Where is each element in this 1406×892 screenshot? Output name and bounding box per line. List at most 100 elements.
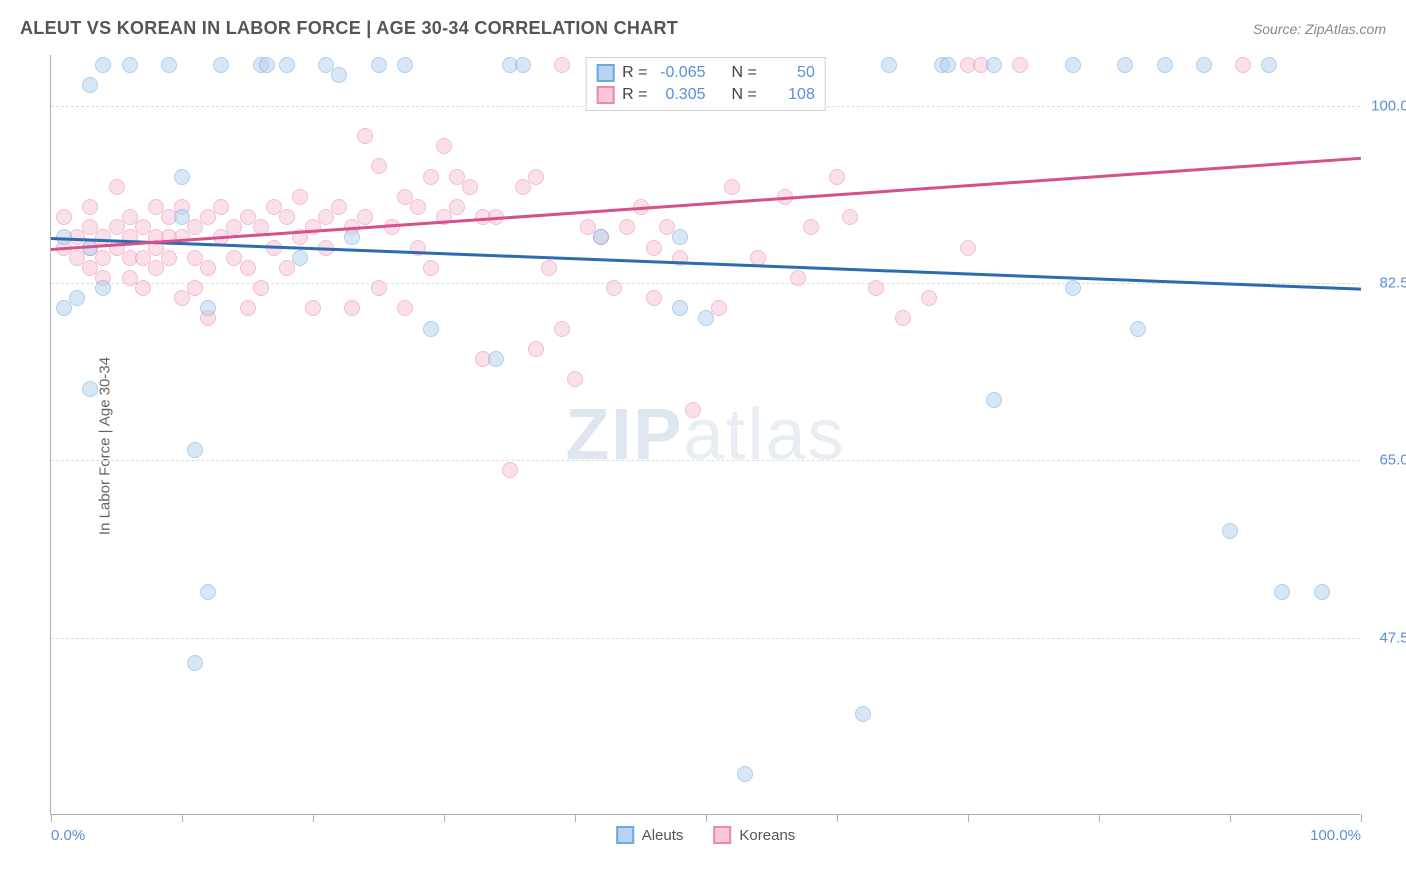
koreans-point — [921, 290, 937, 306]
koreans-point — [895, 310, 911, 326]
aleuts-n-value: 50 — [765, 64, 815, 82]
aleuts-point — [672, 229, 688, 245]
aleuts-point — [69, 290, 85, 306]
koreans-point — [724, 179, 740, 195]
koreans-point — [646, 240, 662, 256]
koreans-n-value: 108 — [765, 86, 815, 104]
koreans-point — [253, 280, 269, 296]
koreans-point — [292, 189, 308, 205]
aleuts-point — [187, 442, 203, 458]
aleuts-point — [200, 584, 216, 600]
koreans-point — [868, 280, 884, 296]
correlation-legend: R = -0.065 N = 50 R = 0.305 N = 108 — [585, 57, 826, 111]
x-tick-label: 0.0% — [51, 827, 85, 844]
aleuts-point — [292, 250, 308, 266]
aleuts-point — [986, 392, 1002, 408]
aleuts-point — [881, 57, 897, 73]
title-bar: ALEUT VS KOREAN IN LABOR FORCE | AGE 30-… — [20, 18, 1386, 39]
koreans-point — [331, 199, 347, 215]
x-tick — [444, 814, 445, 822]
watermark-light: atlas — [683, 395, 845, 475]
koreans-point — [240, 300, 256, 316]
koreans-point — [1012, 57, 1028, 73]
koreans-r-value: 0.305 — [656, 86, 706, 104]
koreans-point — [554, 57, 570, 73]
koreans-point — [528, 341, 544, 357]
koreans-point — [213, 199, 229, 215]
koreans-point — [305, 300, 321, 316]
koreans-point — [109, 179, 125, 195]
koreans-point — [279, 209, 295, 225]
x-tick — [51, 814, 52, 822]
koreans-point — [200, 260, 216, 276]
koreans-point — [436, 138, 452, 154]
gridline-h — [51, 460, 1360, 461]
y-tick-label: 65.0% — [1367, 452, 1406, 469]
aleuts-point — [1314, 584, 1330, 600]
aleuts-point — [1274, 584, 1290, 600]
koreans-point — [528, 169, 544, 185]
aleuts-point — [95, 280, 111, 296]
aleuts-point — [672, 300, 688, 316]
koreans-point — [567, 371, 583, 387]
x-tick — [313, 814, 314, 822]
aleuts-point — [1065, 280, 1081, 296]
aleuts-point — [259, 57, 275, 73]
chart-container: ALEUT VS KOREAN IN LABOR FORCE | AGE 30-… — [0, 0, 1406, 892]
aleuts-swatch-icon — [596, 64, 614, 82]
koreans-point — [619, 219, 635, 235]
koreans-point — [842, 209, 858, 225]
koreans-point — [410, 199, 426, 215]
x-tick — [968, 814, 969, 822]
koreans-point — [384, 219, 400, 235]
koreans-point — [161, 250, 177, 266]
legend-item-aleuts: Aleuts — [616, 826, 684, 844]
y-tick-label: 47.5% — [1367, 629, 1406, 646]
koreans-point — [397, 300, 413, 316]
aleuts-point — [174, 209, 190, 225]
aleuts-point — [213, 57, 229, 73]
aleuts-point — [1117, 57, 1133, 73]
aleuts-point — [855, 706, 871, 722]
gridline-h — [51, 638, 1360, 639]
aleuts-point — [698, 310, 714, 326]
aleuts-point — [95, 57, 111, 73]
x-tick — [1361, 814, 1362, 822]
koreans-point — [685, 402, 701, 418]
koreans-point — [56, 209, 72, 225]
aleuts-label: Aleuts — [642, 827, 684, 844]
aleuts-swatch-icon — [616, 826, 634, 844]
koreans-point — [344, 300, 360, 316]
legend-item-koreans: Koreans — [713, 826, 795, 844]
koreans-point — [829, 169, 845, 185]
aleuts-point — [940, 57, 956, 73]
koreans-point — [554, 321, 570, 337]
koreans-label: Koreans — [739, 827, 795, 844]
source-attribution: Source: ZipAtlas.com — [1253, 21, 1386, 37]
y-tick-label: 100.0% — [1367, 97, 1406, 114]
koreans-point — [135, 280, 151, 296]
koreans-point — [502, 462, 518, 478]
koreans-point — [790, 270, 806, 286]
watermark: ZIPatlas — [565, 394, 845, 476]
aleuts-point — [122, 57, 138, 73]
x-tick — [575, 814, 576, 822]
aleuts-point — [371, 57, 387, 73]
x-tick-label: 100.0% — [1310, 827, 1361, 844]
koreans-point — [371, 158, 387, 174]
aleuts-point — [174, 169, 190, 185]
koreans-point — [423, 260, 439, 276]
x-tick — [1099, 814, 1100, 822]
koreans-point — [541, 260, 557, 276]
koreans-point — [187, 280, 203, 296]
koreans-point — [606, 280, 622, 296]
watermark-bold: ZIP — [565, 395, 683, 475]
aleuts-point — [331, 67, 347, 83]
koreans-swatch-icon — [596, 86, 614, 104]
koreans-point — [646, 290, 662, 306]
aleuts-point — [593, 229, 609, 245]
r-label: R = — [622, 64, 647, 82]
legend-row-koreans: R = 0.305 N = 108 — [596, 84, 815, 106]
plot-area: ZIPatlas R = -0.065 N = 50 R = 0.305 N =… — [50, 55, 1360, 815]
koreans-point — [357, 209, 373, 225]
